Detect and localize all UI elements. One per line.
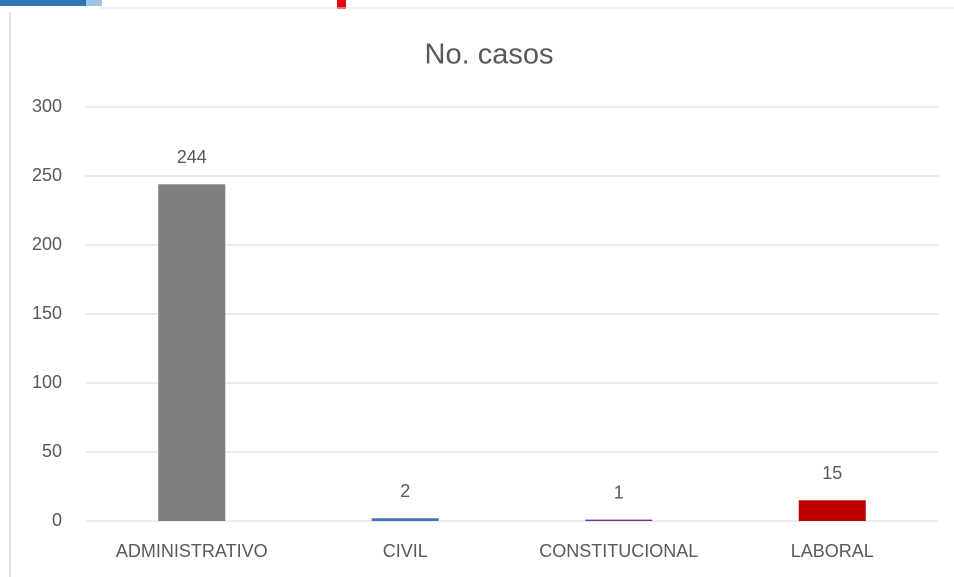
data-label: 2 — [400, 481, 410, 501]
data-label: 15 — [822, 463, 842, 483]
bar — [585, 519, 653, 521]
y-tick-label: 0 — [52, 510, 62, 530]
chart-title: No. casos — [425, 39, 554, 71]
header-decoration — [337, 0, 346, 9]
x-tick-label: LABORAL — [791, 541, 874, 561]
header-decoration — [86, 0, 102, 6]
y-tick-label: 250 — [32, 165, 62, 185]
bar — [798, 500, 866, 521]
y-tick-label: 150 — [32, 303, 62, 323]
data-label: 244 — [177, 147, 207, 167]
x-tick-label: CIVIL — [383, 541, 428, 561]
x-tick-label: CONSTITUCIONAL — [539, 541, 698, 561]
data-label: 1 — [614, 482, 624, 502]
y-tick-label: 100 — [32, 372, 62, 392]
x-tick-label: ADMINISTRATIVO — [116, 541, 268, 561]
header-decoration — [0, 0, 100, 6]
y-tick-label: 50 — [42, 441, 62, 461]
y-tick-label: 300 — [32, 96, 62, 116]
bar — [158, 184, 226, 521]
y-tick-label: 200 — [32, 234, 62, 254]
bar — [371, 518, 439, 521]
